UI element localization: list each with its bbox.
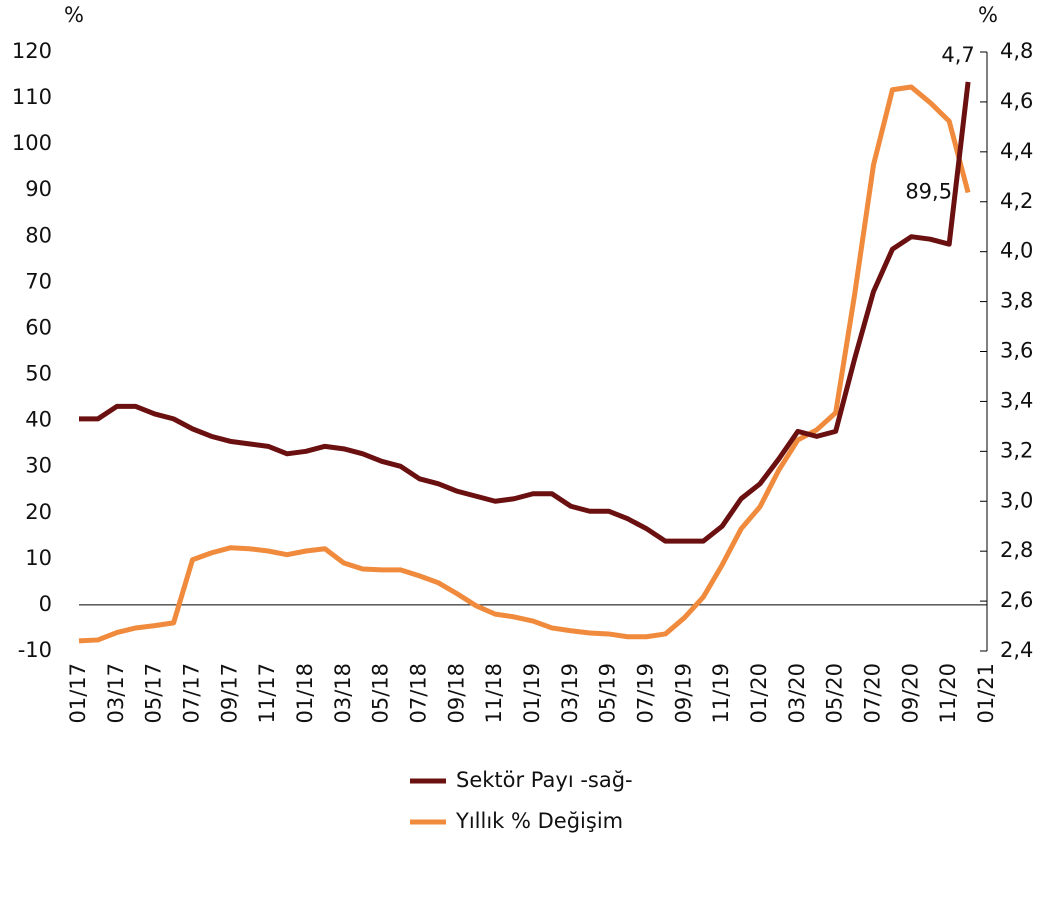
- line-series: [78, 84, 971, 644]
- y-tick-label: 50: [25, 362, 52, 386]
- x-tick-label: 01/20: [747, 663, 771, 724]
- x-tick-label: 11/18: [482, 663, 506, 724]
- y2-tick-label: 4,8: [1000, 39, 1033, 63]
- y2-tick-label: 2,4: [1000, 638, 1033, 662]
- y-tick-label: 40: [25, 408, 52, 432]
- value-label: 4,7: [941, 43, 974, 67]
- y-tick-label: 60: [25, 315, 52, 339]
- x-tick-label: 03/20: [785, 663, 809, 724]
- legend-label: Yıllık % Değişim: [455, 809, 623, 833]
- y-tick-label: 90: [25, 177, 52, 201]
- y2-tick-label: 3,6: [1000, 339, 1033, 363]
- y2-tick-label: 3,4: [1000, 388, 1033, 412]
- x-tick-label: 05/20: [823, 663, 847, 724]
- x-tick-label: 09/20: [898, 663, 922, 724]
- y2-tick-label: 4,4: [1000, 139, 1033, 163]
- y-tick-label: 10: [25, 546, 52, 570]
- line-series: [79, 81, 971, 544]
- x-tick-label: 03/17: [104, 663, 128, 724]
- value-label: 89,5: [905, 180, 952, 204]
- y-tick-label: 20: [25, 500, 52, 524]
- x-tick-label: 01/18: [293, 663, 317, 724]
- x-tick-label: 01/19: [520, 663, 544, 724]
- x-tick-label: 09/17: [217, 663, 241, 724]
- y-axis-label: %: [64, 3, 84, 27]
- y2-tick-label: 3,0: [1000, 488, 1033, 512]
- legend-label: Sektör Payı -sağ-: [456, 768, 633, 792]
- y-tick-label: 110: [12, 85, 52, 109]
- y-tick-label: -10: [18, 638, 52, 662]
- y-tick-label: 30: [25, 454, 52, 478]
- y-tick-label: 120: [12, 39, 52, 63]
- x-tick-label: 09/19: [671, 663, 695, 724]
- y2-tick-label: 2,8: [1000, 538, 1033, 562]
- y2-tick-label: 3,8: [1000, 289, 1033, 313]
- x-tick-label: 07/18: [407, 663, 431, 724]
- y2-tick-label: 4,6: [1000, 89, 1033, 113]
- x-tick-label: 03/19: [558, 663, 582, 724]
- x-tick-label: 01/21: [974, 663, 998, 724]
- y-tick-label: 70: [25, 269, 52, 293]
- x-tick-label: 05/17: [142, 663, 166, 724]
- x-tick-label: 09/18: [444, 663, 468, 724]
- x-tick-label: 07/17: [180, 663, 204, 724]
- x-tick-label: 11/19: [709, 663, 733, 724]
- y-tick-label: 100: [12, 131, 52, 155]
- y2-axis-label: %: [978, 3, 998, 27]
- x-tick-label: 07/20: [861, 663, 885, 724]
- x-tick-label: 01/17: [66, 663, 90, 724]
- x-tick-label: 05/19: [596, 663, 620, 724]
- x-tick-label: 11/20: [936, 663, 960, 724]
- x-tick-label: 05/18: [369, 663, 393, 724]
- y2-tick-label: 3,2: [1000, 438, 1033, 462]
- x-tick-label: 07/19: [634, 663, 658, 724]
- y2-tick-label: 4,0: [1000, 239, 1033, 263]
- y2-tick-label: 4,2: [1000, 189, 1033, 213]
- y-tick-label: 0: [39, 592, 52, 616]
- y2-tick-label: 2,6: [1000, 588, 1033, 612]
- x-tick-label: 03/18: [331, 663, 355, 724]
- y-tick-label: 80: [25, 223, 52, 247]
- x-tick-label: 11/17: [255, 663, 279, 724]
